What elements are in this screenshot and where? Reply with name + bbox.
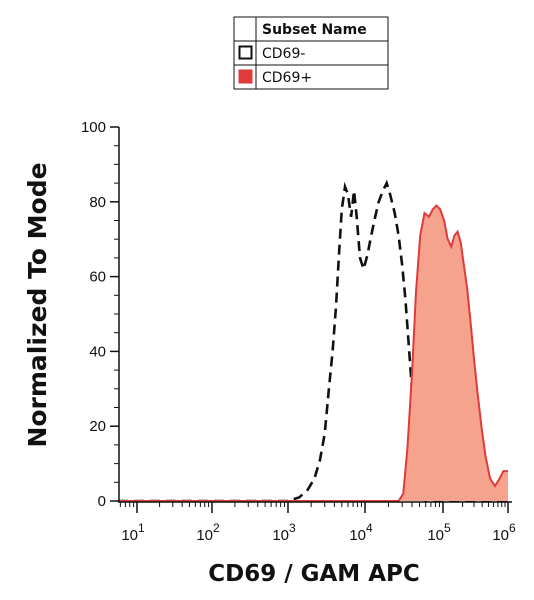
y-tick-label: 0 xyxy=(98,493,106,510)
y-axis-title: Normalized To Mode xyxy=(23,162,52,447)
y-tick-label: 100 xyxy=(81,119,106,136)
y-tick-label: 20 xyxy=(89,418,106,435)
x-tick-label: 102 xyxy=(196,521,220,544)
legend-box xyxy=(233,16,389,90)
legend-swatch-cd69-pos xyxy=(238,69,253,84)
legend-header: Subset Name xyxy=(262,22,367,38)
x-tick-label: 106 xyxy=(492,521,516,544)
y-tick-label: 80 xyxy=(89,194,106,211)
y-axis: 0 20 40 60 80 100 xyxy=(81,119,120,510)
legend: Subset Name CD69- CD69+ xyxy=(233,16,389,90)
x-axis-title: CD69 / GAM APC xyxy=(208,561,420,587)
plot-area xyxy=(118,179,508,503)
series-cd69-pos-area xyxy=(118,205,508,501)
y-tick-label: 40 xyxy=(89,343,106,360)
legend-swatch-cd69-neg xyxy=(238,45,253,60)
series-cd69-neg-line xyxy=(118,179,508,503)
x-tick-label: 105 xyxy=(427,521,451,544)
legend-entry-label: CD69+ xyxy=(262,70,312,86)
legend-entry-label: CD69- xyxy=(262,46,305,62)
x-tick-label: 101 xyxy=(121,521,145,544)
x-tick-label: 103 xyxy=(272,521,296,544)
series-cd69-pos-line xyxy=(118,204,508,502)
x-tick-label: 104 xyxy=(349,521,373,544)
x-axis: 101 102 103 104 105 106 xyxy=(118,501,516,544)
y-tick-label: 60 xyxy=(89,269,106,286)
